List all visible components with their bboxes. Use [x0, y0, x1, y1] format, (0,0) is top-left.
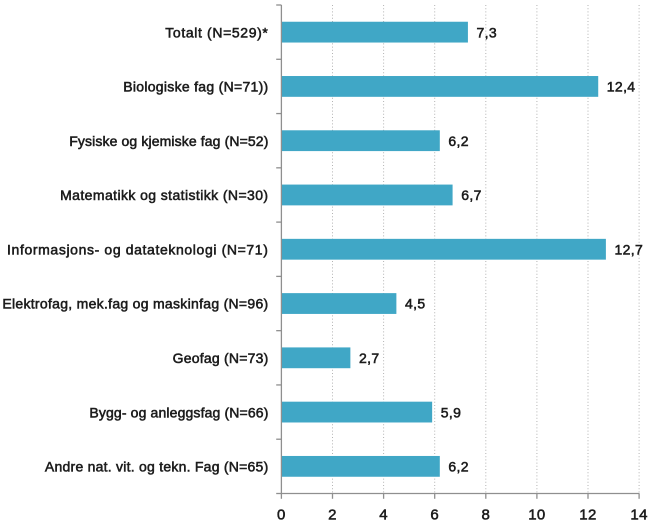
svg-text:2,7: 2,7: [359, 350, 380, 366]
svg-text:Biologiske fag (N=71)): Biologiske fag (N=71)): [123, 79, 268, 95]
svg-text:Matematikk og statistikk (N=30: Matematikk og statistikk (N=30): [60, 187, 268, 203]
svg-text:Fysiske og kjemiske fag (N=52): Fysiske og kjemiske fag (N=52): [69, 133, 268, 149]
svg-text:5,9: 5,9: [441, 404, 462, 420]
svg-text:8: 8: [481, 507, 490, 524]
svg-text:7,3: 7,3: [477, 24, 498, 40]
svg-text:Geofag (N=73): Geofag (N=73): [173, 350, 269, 366]
svg-text:12,4: 12,4: [607, 79, 636, 95]
svg-text:10: 10: [528, 507, 545, 524]
svg-text:6: 6: [430, 507, 439, 524]
svg-text:Bygg- og anleggsfag (N=66): Bygg- og anleggsfag (N=66): [89, 404, 268, 420]
svg-text:6,2: 6,2: [448, 133, 469, 149]
svg-text:14: 14: [630, 507, 647, 524]
svg-text:2: 2: [328, 507, 337, 524]
svg-text:0: 0: [277, 507, 286, 524]
svg-text:Andre nat. vit. og tekn. Fag (: Andre nat. vit. og tekn. Fag (N=65): [45, 459, 269, 475]
svg-text:Totalt (N=529)*: Totalt (N=529)*: [165, 24, 268, 40]
svg-text:12,7: 12,7: [615, 241, 644, 257]
svg-text:Informasjons- og datateknologi: Informasjons- og datateknologi (N=71): [7, 241, 268, 257]
svg-text:4,5: 4,5: [405, 296, 426, 312]
svg-text:6,7: 6,7: [461, 187, 482, 203]
svg-text:6,2: 6,2: [448, 459, 469, 475]
svg-text:Elektrofag, mek.fag og maskinf: Elektrofag, mek.fag og maskinfag (N=96): [2, 296, 268, 312]
svg-text:4: 4: [379, 507, 388, 524]
svg-text:12: 12: [579, 507, 596, 524]
